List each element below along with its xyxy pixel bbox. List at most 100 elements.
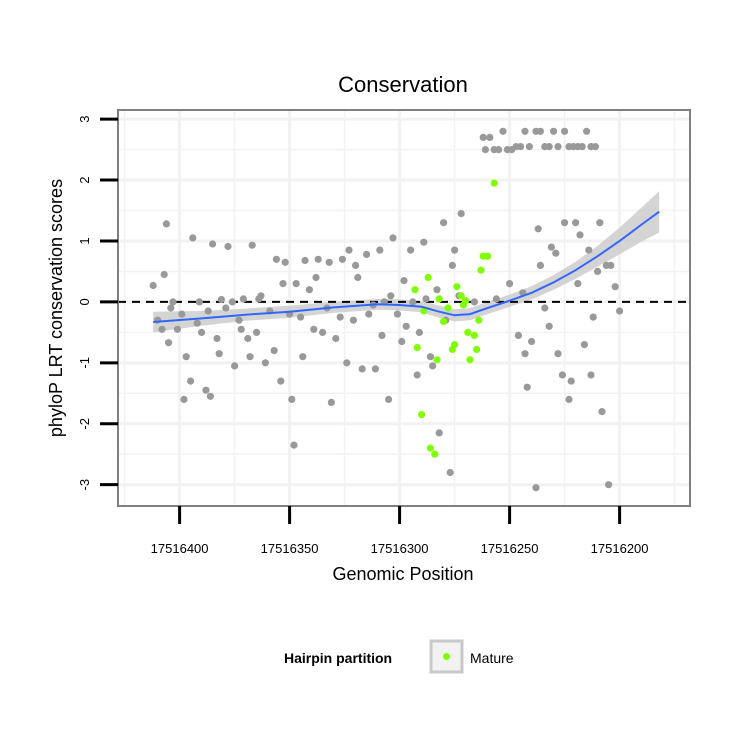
point-mature [459, 301, 467, 309]
point-mature [440, 317, 448, 325]
point-other [605, 481, 613, 489]
point-other [495, 146, 503, 154]
point-other [363, 250, 371, 258]
point-other [378, 331, 386, 339]
legend-mature-swatch [443, 653, 450, 660]
point-mature [490, 179, 498, 187]
point-other [591, 143, 600, 151]
point-mature [435, 295, 443, 303]
y-tick-label: 3 [77, 115, 92, 122]
point-other [345, 246, 353, 254]
point-other [187, 377, 195, 385]
point-other [301, 256, 309, 265]
point-other [565, 395, 573, 403]
point-other [358, 365, 366, 373]
point-other [189, 234, 197, 242]
point-other [198, 328, 206, 336]
point-other [257, 292, 265, 300]
point-mature [466, 356, 474, 364]
point-other [402, 322, 410, 330]
chart-title: Conservation [338, 72, 468, 97]
point-other [169, 298, 177, 306]
point-other [217, 295, 225, 304]
point-other [506, 280, 514, 288]
point-other [231, 362, 239, 370]
point-other [523, 383, 531, 391]
legend-label-mature: Mature [470, 650, 514, 666]
point-other [158, 325, 166, 333]
point-other [292, 280, 300, 288]
point-other [598, 408, 606, 416]
point-other [589, 313, 597, 321]
point-other [583, 127, 591, 135]
legend: Hairpin partition Mature [284, 639, 514, 674]
point-other [325, 258, 333, 266]
smooth-confidence-band [153, 191, 660, 333]
x-tick-label: 17516400 [151, 541, 209, 556]
point-other [248, 241, 256, 249]
point-mature [457, 292, 465, 300]
point-other [228, 298, 236, 306]
point-other [222, 304, 230, 312]
point-other [202, 386, 210, 394]
point-other [182, 353, 190, 361]
point-mature [473, 345, 481, 353]
point-other [451, 246, 459, 254]
grid-lines [118, 110, 690, 506]
point-other [574, 280, 582, 288]
point-other [492, 295, 500, 303]
point-other [288, 395, 296, 403]
point-other [209, 240, 217, 248]
x-axis-title: Genomic Position [332, 564, 473, 584]
point-other [611, 283, 619, 291]
point-mature [444, 304, 452, 312]
y-tick-label: -2 [77, 418, 92, 430]
y-tick-label: 1 [77, 237, 92, 244]
y-tick-label: -3 [77, 479, 92, 491]
x-tick-label: 17516250 [481, 541, 539, 556]
point-other [279, 280, 287, 288]
point-other [349, 316, 357, 324]
point-other [167, 304, 175, 312]
point-other [479, 133, 487, 141]
plot-panel [117, 109, 691, 507]
point-other [277, 377, 285, 385]
point-other [213, 334, 221, 343]
point-other [587, 371, 595, 379]
point-other [517, 143, 525, 151]
point-other [173, 325, 181, 333]
point-other [545, 322, 553, 330]
point-other [407, 246, 415, 254]
point-other [224, 242, 232, 251]
point-mature [475, 316, 483, 324]
point-other [422, 295, 430, 303]
data-points [149, 127, 624, 492]
point-other [272, 255, 280, 263]
point-mature [477, 266, 485, 274]
point-other [536, 127, 545, 135]
point-other [180, 395, 188, 403]
point-other [499, 127, 507, 135]
point-other [545, 143, 553, 151]
point-other [521, 350, 529, 358]
point-other [607, 261, 615, 269]
point-other [354, 273, 362, 282]
point-other [235, 316, 243, 324]
point-other [327, 398, 335, 406]
point-other [193, 319, 201, 327]
point-other [534, 225, 542, 233]
point-mature [453, 283, 461, 291]
point-mature [431, 450, 439, 458]
y-tick-label: 0 [77, 298, 92, 305]
point-other [237, 325, 245, 333]
point-other [244, 334, 252, 343]
point-other [554, 350, 562, 358]
point-other [393, 310, 401, 318]
point-other [253, 328, 261, 336]
point-other [435, 429, 443, 437]
point-other [297, 313, 305, 321]
point-other [525, 143, 534, 151]
point-other [352, 261, 360, 269]
point-other [290, 441, 298, 449]
point-other [457, 210, 465, 218]
